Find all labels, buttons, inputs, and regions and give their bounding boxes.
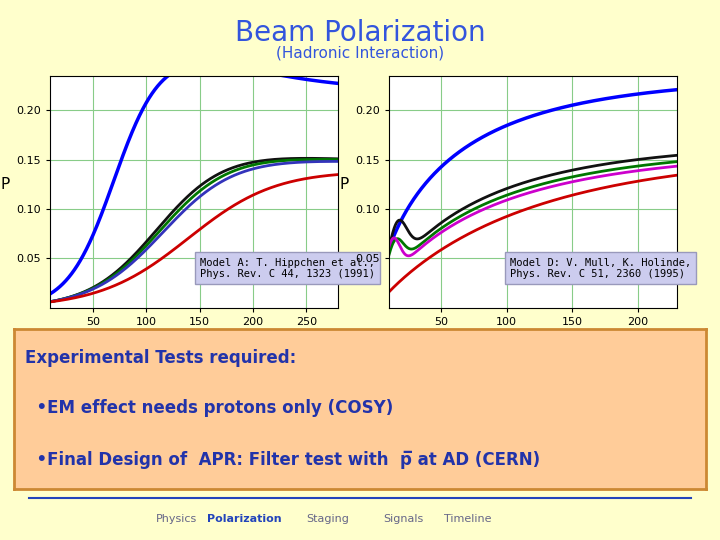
Text: Signals: Signals: [383, 514, 423, 524]
Text: Beam Polarization: Beam Polarization: [235, 19, 485, 47]
Text: Model D: V. Mull, K. Holinde,
Phys. Rev. C 51, 2360 (1995): Model D: V. Mull, K. Holinde, Phys. Rev.…: [510, 258, 691, 279]
Y-axis label: P: P: [339, 177, 348, 192]
Text: Polarization: Polarization: [207, 514, 282, 524]
Text: Experimental Tests required:: Experimental Tests required:: [24, 348, 296, 367]
Text: (Hadronic Interaction): (Hadronic Interaction): [276, 46, 444, 61]
Text: Staging: Staging: [306, 514, 349, 524]
X-axis label: T (MeV): T (MeV): [508, 333, 557, 346]
X-axis label: T (MeV): T (MeV): [170, 333, 219, 346]
Text: •EM effect needs protons only (COSY): •EM effect needs protons only (COSY): [24, 400, 393, 417]
Text: Physics: Physics: [156, 514, 197, 524]
Text: •Final Design of  APR: Filter test with  p̅ at AD (CERN): •Final Design of APR: Filter test with p…: [24, 450, 540, 469]
Text: Model A: T. Hippchen et al.,
Phys. Rev. C 44, 1323 (1991): Model A: T. Hippchen et al., Phys. Rev. …: [200, 258, 375, 279]
Y-axis label: P: P: [1, 177, 10, 192]
Text: Timeline: Timeline: [444, 514, 492, 524]
